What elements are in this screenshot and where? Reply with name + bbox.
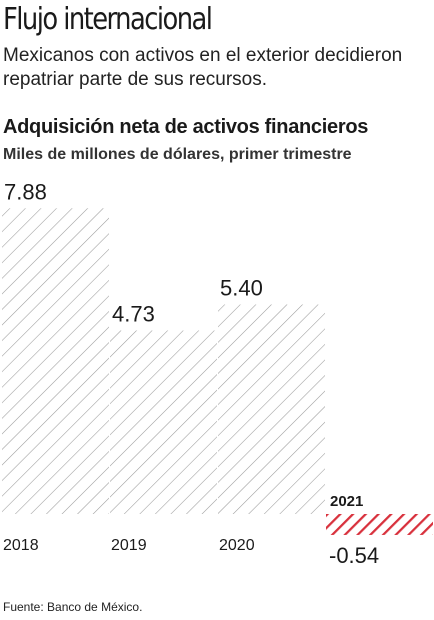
value-label-2018: 7.88 — [4, 179, 47, 204]
labels-group: 7.88 2018 4.73 2019 5.40 2020 -0.54 2021 — [3, 179, 379, 568]
value-label-2019: 4.73 — [112, 301, 155, 326]
source-note: Fuente: Banco de México. — [3, 600, 143, 614]
value-label-2020: 5.40 — [220, 275, 263, 300]
page-subtitle: Mexicanos con activos en el exterior dec… — [3, 45, 403, 90]
page-title: Flujo internacional — [3, 2, 213, 37]
bar-2020 — [218, 304, 325, 514]
bar-2021 — [326, 514, 433, 535]
bar-2019 — [110, 330, 217, 514]
bar-2018 — [2, 208, 109, 515]
chart-title: Adquisición neta de activos financieros — [3, 116, 369, 138]
category-label-2021: 2021 — [330, 493, 363, 510]
category-label-2020: 2020 — [219, 537, 255, 554]
value-label-2021: -0.54 — [329, 543, 379, 568]
category-label-2018: 2018 — [3, 537, 39, 554]
chart-subtitle: Miles de millones de dólares, primer tri… — [3, 146, 352, 163]
category-label-2019: 2019 — [111, 537, 147, 554]
bars-group — [2, 208, 433, 535]
